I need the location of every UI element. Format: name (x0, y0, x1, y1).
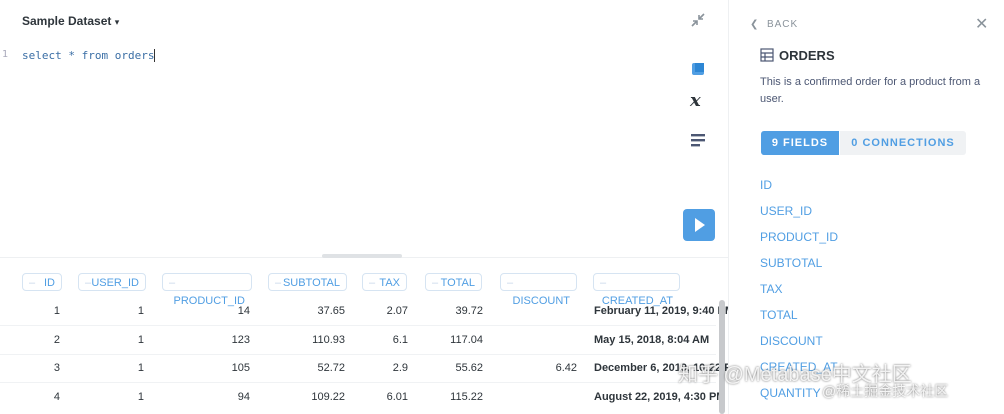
row-divider (0, 325, 716, 326)
table-cell: 39.72 (455, 305, 483, 317)
connections-tab[interactable]: 0 CONNECTIONS (840, 131, 966, 155)
fields-tab[interactable]: 9 FIELDS (761, 131, 839, 155)
column-header[interactable]: – CREATED_AT (593, 273, 680, 307)
table-cell: 94 (237, 390, 250, 403)
field-link[interactable]: ID (760, 178, 772, 192)
table-cell: 123 (231, 333, 250, 346)
column-name[interactable]: SUBTOTAL (282, 277, 340, 289)
table-cell: 105 (231, 362, 250, 374)
table-cell: 1 (137, 305, 144, 317)
row-divider (0, 353, 716, 355)
column-name[interactable]: CREATED_AT (601, 295, 673, 307)
table-cell: 52.72 (317, 362, 345, 374)
column-header[interactable]: – USER_ID (78, 273, 146, 291)
table-name: ORDERS (779, 48, 835, 63)
column-name[interactable]: TAX (379, 277, 400, 289)
field-link[interactable]: QUANTITY (760, 386, 821, 400)
database-picker[interactable]: Sample Dataset ▾ (22, 14, 119, 28)
table-cell: 4 (53, 390, 60, 403)
table-cell: 6.01 (386, 390, 408, 403)
field-link[interactable]: SUBTOTAL (760, 256, 823, 270)
resize-handle[interactable] (322, 254, 402, 258)
table-cell: August 22, 2019, 4:30 PM (594, 390, 726, 403)
snippets-icon[interactable] (690, 132, 706, 148)
watermark: @稀土掘金技术社区 (822, 383, 949, 399)
table-icon (760, 48, 774, 62)
table-cell: 1 (137, 362, 144, 374)
close-icon[interactable]: ✕ (975, 16, 989, 33)
row-divider (0, 382, 716, 383)
table-cell: 3 (53, 362, 60, 374)
column-name[interactable]: DISCOUNT (512, 295, 570, 307)
field-link[interactable]: TAX (760, 282, 783, 296)
play-icon (695, 218, 705, 232)
cursor (154, 49, 156, 62)
column-name[interactable]: PRODUCT_ID (173, 295, 245, 307)
table-cell: 110.93 (312, 333, 345, 346)
table-cell: 2.9 (392, 362, 408, 374)
table-cell: 6.42 (555, 362, 577, 374)
column-header[interactable]: – ID (22, 273, 62, 291)
database-name[interactable]: Sample Dataset (22, 14, 112, 28)
chevron: ▾ (114, 17, 120, 27)
table-cell: 2 (53, 333, 60, 346)
table-cell: 109.22 (311, 390, 345, 403)
column-header[interactable]: – DISCOUNT (500, 273, 577, 307)
sort-icon: – (85, 277, 92, 289)
field-link[interactable]: DISCOUNT (760, 334, 823, 348)
column-name[interactable]: ID (44, 277, 55, 289)
field-link[interactable]: TOTAL (760, 308, 798, 322)
sort-icon: – (29, 277, 36, 289)
column-header[interactable]: – TOTAL (425, 273, 482, 291)
data-reference-icon[interactable] (690, 61, 706, 77)
table-cell: 55.62 (455, 362, 483, 374)
table-cell: 1 (137, 333, 144, 346)
sql-input[interactable]: select * from orders (22, 49, 156, 62)
scrollbar[interactable] (719, 300, 725, 414)
table-cell: 2.07 (386, 305, 408, 317)
table-cell: 37.65 (317, 305, 345, 317)
sidebar (728, 0, 1004, 414)
line-number: 1 (2, 49, 9, 60)
collapse-icon[interactable] (690, 12, 706, 28)
table-description: This is a confirmed order for a product … (760, 76, 981, 105)
table-cell: February 11, 2019, 9:40 PM (594, 305, 735, 317)
sort-icon: – (600, 277, 607, 289)
sort-icon: – (275, 277, 282, 289)
table-cell: 1 (53, 305, 60, 317)
column-header[interactable]: – TAX (362, 273, 407, 291)
back-label[interactable]: BACK (766, 19, 799, 30)
table-cell: 115.22 (450, 390, 483, 403)
query-text[interactable]: select * from orders (22, 49, 155, 62)
table-cell: 1 (137, 390, 144, 403)
field-link[interactable]: CREATED_AT (760, 360, 838, 374)
table-cell: 6.1 (392, 333, 408, 346)
run-button[interactable] (683, 209, 715, 241)
field-link[interactable]: USER_ID (760, 204, 813, 218)
table-cell: 117.04 (450, 333, 483, 346)
column-name[interactable]: TOTAL (440, 277, 475, 289)
sort-icon: – (507, 277, 514, 289)
table-cell: May 15, 2018, 8:04 AM (594, 333, 710, 346)
sort-icon: – (369, 277, 376, 289)
field-link[interactable]: PRODUCT_ID (760, 230, 839, 244)
variables-icon[interactable]: x (690, 90, 701, 111)
sort-icon: – (432, 277, 439, 289)
sort-icon: – (169, 277, 176, 289)
table-cell: 14 (237, 305, 250, 317)
back-link[interactable]: ❮ BACK (750, 19, 799, 30)
watermark: 知乎 @Metabase中文社区 (678, 364, 912, 386)
column-name[interactable]: USER_ID (91, 277, 139, 289)
table-cell: December 6, 2019, 10:22 PM (594, 362, 741, 374)
column-header[interactable]: – PRODUCT_ID (162, 273, 252, 307)
column-header[interactable]: – SUBTOTAL (268, 273, 347, 291)
